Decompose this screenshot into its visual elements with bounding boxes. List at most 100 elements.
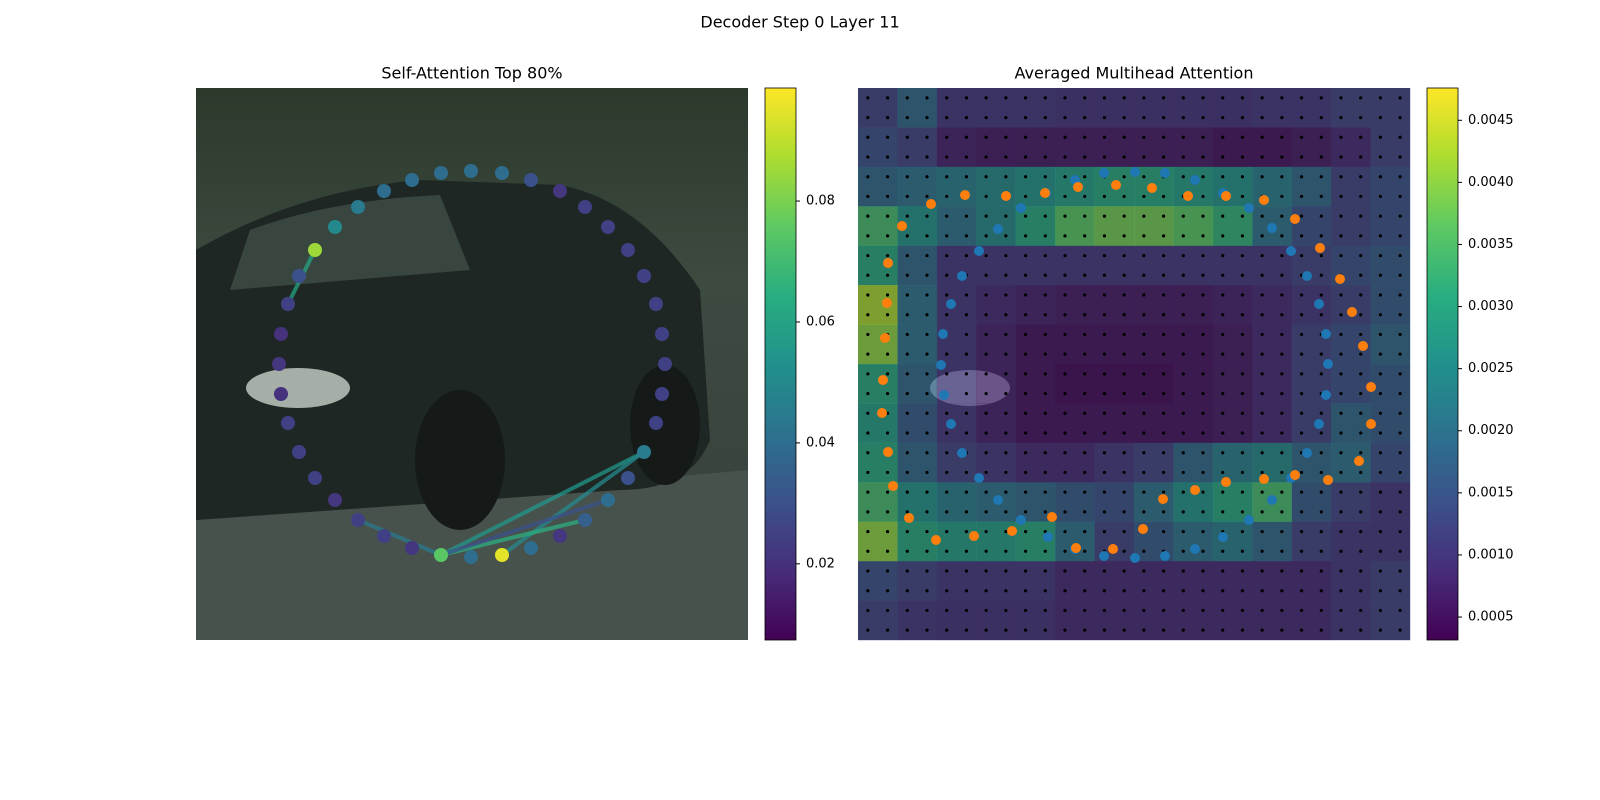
grid-dot — [1083, 510, 1087, 514]
grid-dot — [1004, 391, 1008, 396]
grid-dot — [1260, 451, 1264, 455]
grid-dot — [1378, 352, 1383, 356]
grid-dot — [1240, 608, 1245, 613]
heatmap-cell — [1055, 245, 1095, 286]
grid-dot — [905, 352, 909, 356]
grid-dot — [1339, 135, 1343, 139]
grid-dot — [945, 234, 949, 238]
grid-dot — [1083, 214, 1087, 218]
grid-dot — [1201, 135, 1205, 139]
grid-dot — [1181, 628, 1185, 632]
heatmap-cell — [1055, 206, 1095, 247]
heatmap-cell — [1370, 442, 1411, 483]
grid-dot — [1004, 332, 1008, 337]
heatmap-cell — [936, 482, 977, 523]
grid-dot — [1339, 313, 1343, 317]
grid-dot — [1359, 608, 1363, 613]
heatmap-cell — [1212, 482, 1253, 523]
grid-dot — [1299, 352, 1304, 356]
grid-dot — [1043, 372, 1047, 376]
grid-dot — [1102, 352, 1107, 356]
grid-dot — [1359, 569, 1363, 573]
grid-dot — [1142, 253, 1146, 258]
heatmap-cell — [1015, 600, 1056, 641]
grid-dot — [945, 273, 949, 277]
point — [1073, 182, 1083, 192]
grid-dot — [885, 96, 890, 100]
grid-dot — [1023, 96, 1028, 100]
grid-dot — [1122, 411, 1126, 415]
grid-dot — [885, 352, 890, 356]
point — [1302, 448, 1312, 458]
grid-dot — [1221, 451, 1225, 455]
grid-dot — [866, 391, 870, 396]
grid-dot — [1319, 352, 1323, 356]
grid-dot — [1339, 96, 1343, 100]
grid-dot — [866, 175, 870, 179]
grid-dot — [1122, 313, 1126, 317]
grid-dot — [1339, 490, 1343, 494]
point — [878, 375, 888, 385]
grid-dot — [1201, 451, 1205, 455]
grid-dot — [1280, 175, 1284, 179]
grid-dot — [1023, 194, 1028, 199]
grid-dot — [1063, 549, 1067, 553]
grid-dot — [964, 608, 969, 613]
grid-dot — [1023, 470, 1028, 475]
heatmap-cell — [1055, 88, 1095, 128]
grid-dot — [1339, 589, 1343, 593]
grid-dot — [1201, 411, 1205, 415]
grid-dot — [905, 214, 909, 218]
grid-dot — [1161, 431, 1166, 435]
grid-dot — [1004, 352, 1008, 356]
grid-dot — [1319, 470, 1323, 475]
grid-dot — [1063, 234, 1067, 238]
grid-dot — [1181, 96, 1185, 100]
heatmap-cell — [1094, 127, 1135, 168]
grid-dot — [1299, 234, 1304, 238]
grid-dot — [1319, 451, 1323, 455]
grid-dot — [1339, 451, 1343, 455]
grid-dot — [885, 155, 890, 159]
grid-dot — [866, 253, 870, 258]
grid-dot — [1299, 549, 1304, 553]
grid-dot — [1102, 589, 1107, 593]
grid-dot — [1378, 293, 1383, 297]
grid-dot — [1043, 155, 1047, 159]
grid-dot — [1083, 115, 1087, 120]
grid-dot — [1181, 608, 1185, 613]
grid-dot — [1378, 411, 1383, 415]
point — [1358, 341, 1368, 351]
colorbar-tick-label: 0.08 — [806, 194, 835, 209]
grid-dot — [1023, 608, 1028, 613]
point — [1047, 512, 1057, 522]
grid-dot — [1260, 273, 1264, 277]
grid-dot — [1319, 490, 1323, 494]
grid-dot — [945, 175, 949, 179]
grid-dot — [1142, 135, 1146, 139]
heatmap-cell — [1331, 285, 1371, 325]
grid-dot — [1221, 470, 1225, 475]
grid-dot — [1201, 569, 1205, 573]
grid-dot — [1221, 293, 1225, 297]
point — [1335, 274, 1345, 284]
grid-dot — [1004, 510, 1008, 514]
grid-dot — [866, 529, 870, 534]
point — [1347, 307, 1357, 317]
heatmap-cell — [1370, 482, 1411, 523]
grid-dot — [1161, 589, 1166, 593]
grid-dot — [1043, 391, 1047, 396]
grid-dot — [1063, 135, 1067, 139]
grid-dot — [1201, 431, 1205, 435]
point — [308, 243, 322, 257]
grid-dot — [1319, 234, 1323, 238]
grid-dot — [1043, 628, 1047, 632]
point — [377, 529, 391, 543]
grid-dot — [1181, 214, 1185, 218]
grid-dot — [984, 628, 988, 632]
grid-dot — [1083, 135, 1087, 139]
grid-dot — [885, 431, 890, 435]
grid-dot — [1161, 411, 1166, 415]
colorbar-tick-label: 0.06 — [806, 314, 835, 329]
grid-dot — [1083, 451, 1087, 455]
